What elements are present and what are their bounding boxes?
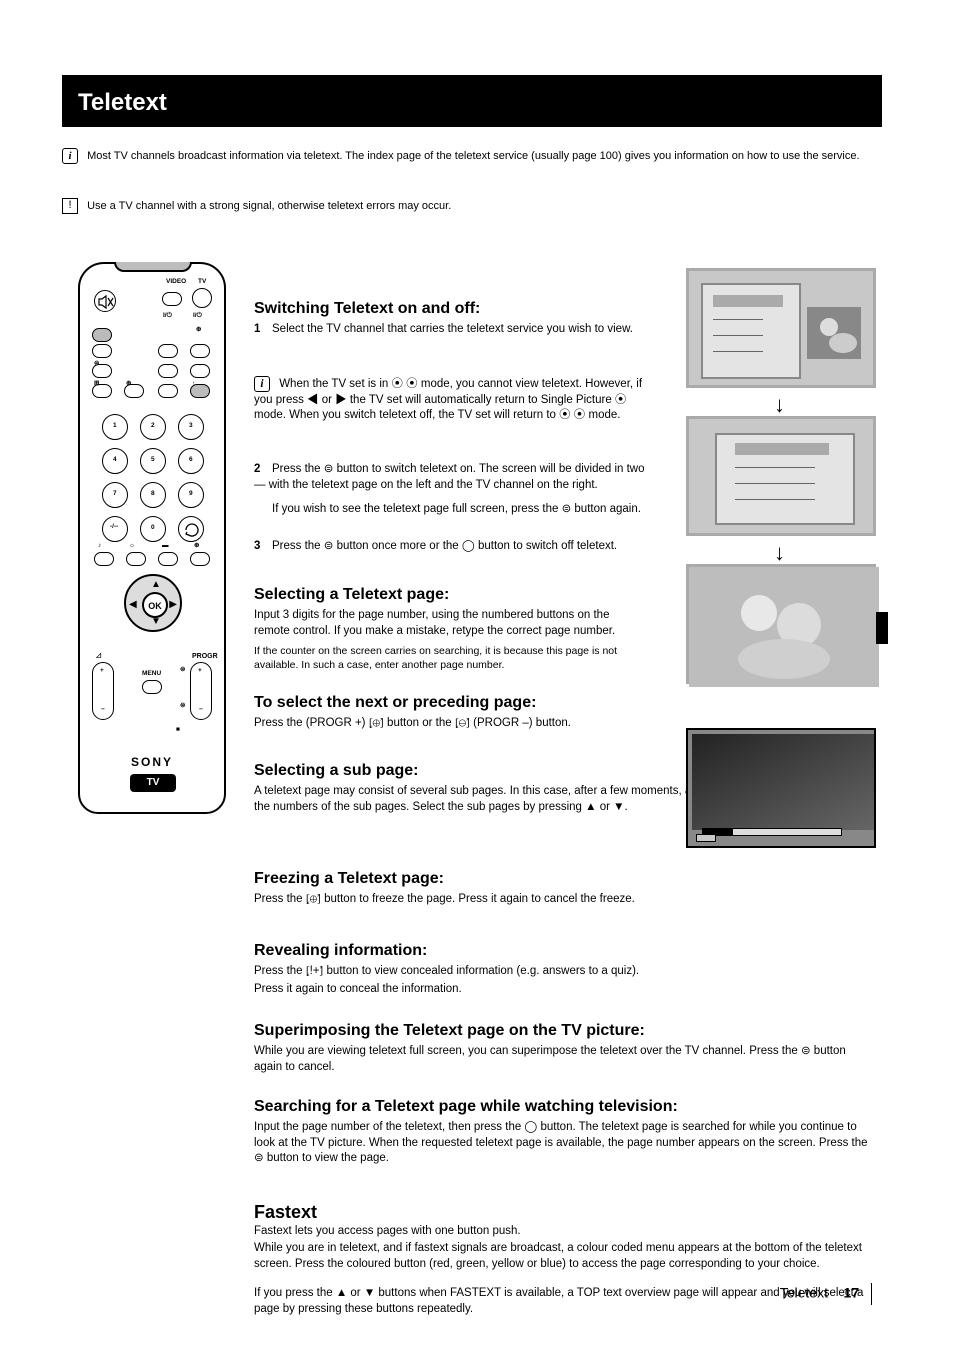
note-info: i Most TV channels broadcast information… (62, 148, 872, 164)
remote-key-2: 2 (140, 414, 166, 440)
section5-heading: Freezing a Teletext page: (254, 868, 444, 890)
remote-dpad: OK ▲ ▼ ◀ ▶ (124, 574, 182, 632)
page-title: Teletext (78, 89, 167, 116)
remote-key-4: 4 (102, 448, 128, 474)
info-icon: i (254, 376, 270, 392)
return-icon (179, 517, 205, 543)
section5-p: Press the ⦏⊕⦐ button to freeze the page.… (254, 892, 874, 908)
label-video: VIDEO (166, 278, 186, 287)
section8-heading: Searching for a Teletext page while watc… (254, 1096, 678, 1118)
remote-color-red (94, 552, 114, 566)
remote-pill-6 (158, 364, 178, 378)
page-footer: Teletext 17 (780, 1283, 872, 1305)
label-rm: ■ (176, 726, 180, 735)
section6-heading: Revealing information: (254, 940, 427, 962)
section2-p: Input 3 digits for the page number, usin… (254, 608, 634, 639)
remote-key-6: 6 (178, 448, 204, 474)
remote-volume-rocker: + − (92, 662, 114, 720)
arrow-right-icon: ▶ (169, 598, 177, 612)
remote-key-8: 8 (140, 482, 166, 508)
mute-icon (95, 291, 117, 313)
illus-teletext-panel-full (715, 433, 855, 525)
label-tv: TV (198, 278, 206, 287)
section2-heading: Selecting a Teletext page: (254, 584, 449, 606)
tv-picture-icon (689, 567, 879, 687)
fastext-p2: While you are in teletext, and if fastex… (254, 1241, 874, 1272)
remote-pill-7 (190, 364, 210, 378)
footer-section: Teletext (780, 1285, 828, 1301)
section1-step2: 2Press the ⊜ button to switch teletext o… (254, 462, 654, 493)
remote-key-1: 1 (102, 414, 128, 440)
arrow-up-icon: ▲ (151, 578, 161, 592)
note-warn-text: Use a TV channel with a strong signal, o… (87, 200, 451, 212)
section6-p1: Press the ⦏!+⦐ button to view concealed … (254, 964, 874, 980)
label-menu: MENU (142, 670, 161, 679)
remote-key-5: 5 (140, 448, 166, 474)
illus-tv-thumb (807, 307, 861, 359)
section8-p: Input the page number of the teletext, t… (254, 1120, 874, 1167)
remote-video-power (162, 292, 182, 306)
section7-p: While you are viewing teletext full scre… (254, 1044, 874, 1075)
footer-page: 17 (844, 1285, 860, 1301)
remote-color-yellow (158, 552, 178, 566)
remote-ir-window (114, 262, 192, 272)
remote-key-7: 7 (102, 482, 128, 508)
remote-color-blue (190, 552, 210, 566)
remote-key-channel-enter: -/-- (102, 516, 128, 542)
arrow-left-icon: ◀ (129, 598, 137, 612)
section7-heading: Superimposing the Teletext page on the T… (254, 1020, 874, 1042)
remote-pill-3 (158, 344, 178, 358)
remote-pill-4 (190, 344, 210, 358)
remote-mute-button (94, 290, 116, 312)
note-warn: ! Use a TV channel with a strong signal,… (62, 198, 872, 214)
note-info-text: Most TV channels broadcast information v… (87, 150, 859, 162)
remote-tv-power (192, 288, 212, 308)
warn-icon: ! (62, 198, 78, 214)
remote-tv-caption: TV (130, 774, 176, 792)
arrow-down-icon: ▼ (151, 615, 161, 629)
illus-subpage-tv (686, 728, 876, 848)
remote-control-illustration: VIDEO TV I/⏻ I/⏻ ⊕ ⊜ ⊞ ⊕ ↑ 1 2 3 4 5 6 7… (78, 262, 226, 814)
remote-menu-button (142, 680, 162, 694)
section4-heading: Selecting a sub page: (254, 760, 418, 782)
remote-pill-2 (92, 344, 112, 358)
remote-pill-10 (158, 384, 178, 398)
section6-p2: Press it again to conceal the informatio… (254, 982, 874, 998)
info-icon: i (62, 148, 78, 164)
section1-heading: Switching Teletext on and off: (254, 298, 480, 320)
section-side-tab (876, 612, 888, 644)
subpage-progress-bar (702, 828, 842, 836)
section3-heading: To select the next or preceding page: (254, 692, 536, 714)
label-progr: PROGR (192, 652, 218, 661)
remote-color-green (126, 552, 146, 566)
remote-pill-1 (92, 328, 112, 342)
section1-step3: If you wish to see the teletext page ful… (272, 502, 652, 518)
remote-progr-rocker: + − (190, 662, 212, 720)
section2-note: If the counter on the screen carries on … (254, 644, 634, 672)
section1-step1: 1Select the TV channel that carries the … (254, 322, 654, 338)
remote-key-return (178, 516, 204, 542)
section1-info: i When the TV set is in ⦿ ⦿ mode, you ca… (254, 376, 654, 424)
fastext-heading: Fastext (254, 1200, 317, 1224)
remote-key-0: 0 (140, 516, 166, 542)
section3-p: Press the (PROGR +) ⦏⊕⦐ button or the ⦏⊖… (254, 716, 634, 732)
illus-teletext-split (686, 268, 876, 388)
section1-step4: 3Press the ⊜ button once more or the ◯ b… (254, 539, 654, 555)
remote-sony-logo: SONY (80, 754, 224, 770)
fastext-p1: Fastext lets you access pages with one b… (254, 1224, 874, 1240)
remote-key-3: 3 (178, 414, 204, 440)
illus-teletext-full (686, 416, 876, 536)
page-title-bar: Teletext (62, 75, 882, 127)
illus-tv-picture (686, 564, 876, 684)
illus-teletext-panel (701, 283, 801, 379)
remote-key-9: 9 (178, 482, 204, 508)
